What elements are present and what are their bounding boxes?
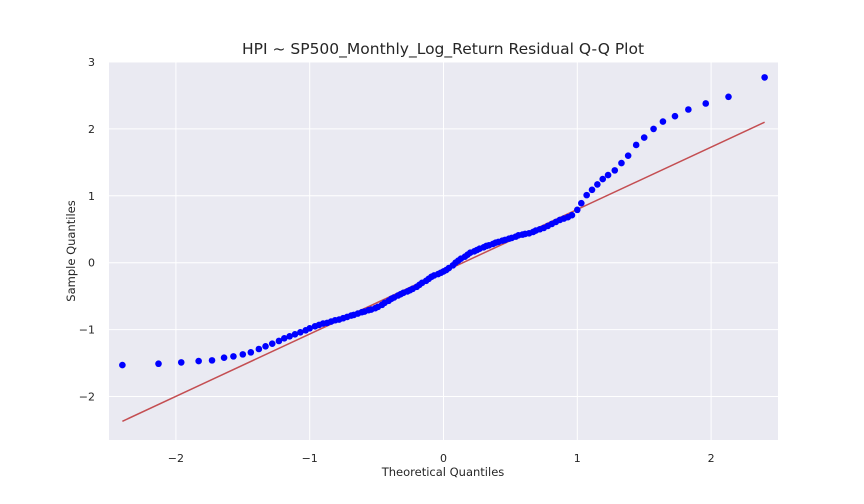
x-tick-labels: −2 −1 0 1 2: [168, 452, 715, 465]
data-point: [611, 167, 619, 174]
y-tick-label: 0: [88, 257, 95, 270]
data-point: [761, 74, 768, 81]
data-point: [268, 340, 276, 347]
data-point: [286, 333, 293, 340]
x-tick-label: −1: [302, 452, 318, 465]
data-point: [702, 100, 710, 107]
data-point: [588, 186, 596, 194]
data-point: [247, 349, 255, 356]
y-tick-label: 2: [88, 123, 95, 136]
data-point: [230, 353, 237, 360]
data-point: [632, 141, 640, 149]
data-point: [659, 118, 667, 125]
x-tick-label: 2: [708, 452, 715, 465]
data-point: [578, 199, 585, 207]
data-point: [583, 191, 590, 199]
data-point: [177, 359, 185, 366]
data-point: [725, 93, 732, 101]
y-axis-label: Sample Quantiles: [64, 200, 78, 301]
x-tick-label: 0: [440, 452, 447, 465]
data-point: [574, 206, 581, 214]
data-point: [275, 337, 283, 345]
chart-title: HPI ~ SP500_Monthly_Log_Return Residual …: [242, 40, 644, 59]
y-tick-label: −2: [79, 391, 95, 404]
y-tick-label: 3: [88, 56, 95, 69]
data-point: [650, 125, 657, 133]
data-point: [604, 171, 612, 179]
x-tick-label: −2: [168, 452, 184, 465]
data-point: [255, 345, 263, 353]
data-point: [594, 181, 601, 188]
data-point: [671, 112, 679, 120]
data-point: [291, 330, 299, 338]
x-tick-label: 1: [574, 452, 581, 465]
data-point: [618, 159, 625, 167]
data-point: [280, 335, 288, 342]
data-point: [624, 152, 632, 159]
x-axis-label: Theoretical Quantiles: [381, 465, 505, 479]
data-point: [195, 357, 202, 365]
data-point: [208, 357, 216, 364]
data-point: [297, 328, 304, 336]
data-point: [220, 354, 228, 362]
y-tick-labels: −2 −1 0 1 2 3: [79, 56, 95, 404]
data-point: [262, 343, 269, 350]
data-point: [239, 351, 247, 358]
y-tick-label: 1: [88, 190, 95, 203]
y-tick-label: −1: [79, 324, 95, 337]
data-points: [119, 74, 768, 369]
data-point: [640, 134, 648, 141]
data-point: [685, 106, 692, 113]
data-point: [119, 361, 126, 369]
data-point: [306, 324, 314, 332]
data-point: [155, 360, 162, 368]
data-point: [568, 211, 576, 219]
grid-lines: [109, 61, 778, 440]
data-point: [599, 175, 607, 183]
